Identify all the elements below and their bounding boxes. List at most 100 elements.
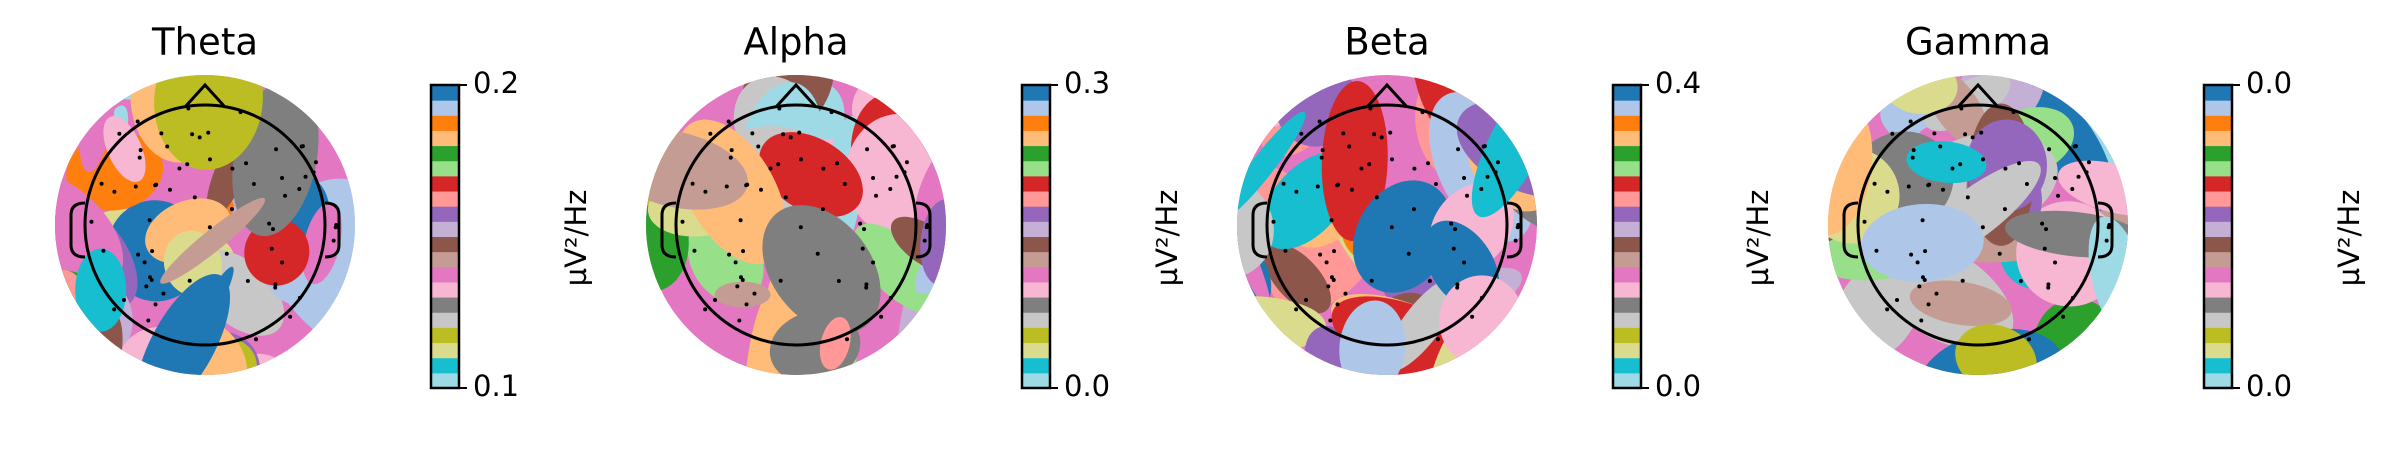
sensor xyxy=(724,184,729,189)
sensor xyxy=(798,225,803,230)
colorbar-segment xyxy=(1022,145,1050,162)
sensor xyxy=(744,302,749,307)
colorbar-segment xyxy=(1613,85,1641,101)
topo-region xyxy=(1955,324,2037,375)
sensor xyxy=(1369,278,1374,283)
nose xyxy=(1365,82,1409,109)
sensor xyxy=(1456,147,1461,152)
sensor xyxy=(167,187,172,192)
colorbar-segment xyxy=(1022,100,1050,116)
colorbar-segment xyxy=(431,206,459,222)
colorbar-segment xyxy=(1613,327,1641,344)
sensor xyxy=(2017,161,2022,166)
sensor xyxy=(303,174,308,179)
sensor xyxy=(192,195,197,200)
sensor xyxy=(2070,187,2075,192)
sensor xyxy=(1372,132,1377,137)
colorbar-frame xyxy=(2202,83,2234,390)
sensor xyxy=(254,337,259,342)
sensor xyxy=(1304,297,1309,302)
colorbar-segment xyxy=(1022,357,1050,374)
colorbar-segment xyxy=(431,312,459,328)
colorbar-segment xyxy=(431,281,459,298)
sensor xyxy=(1479,295,1484,300)
sensor xyxy=(797,130,802,135)
sensor xyxy=(1872,181,1877,186)
sensor xyxy=(1388,130,1393,135)
sensor xyxy=(297,295,302,300)
colorbar-segment xyxy=(1613,191,1641,207)
sensor xyxy=(879,314,884,319)
sensor xyxy=(1299,131,1304,136)
colorbar-segment xyxy=(2204,297,2232,313)
sensor xyxy=(1341,131,1346,136)
sensor xyxy=(229,207,234,212)
sensor xyxy=(150,249,155,254)
sensor xyxy=(1374,195,1379,200)
sensor xyxy=(1482,144,1487,149)
colorbar-segment xyxy=(431,145,459,162)
sensor xyxy=(750,131,755,136)
sensor xyxy=(99,181,104,186)
topo-map xyxy=(646,75,1009,375)
colorbar-segment xyxy=(1613,160,1641,177)
sensor xyxy=(835,161,840,166)
sensor xyxy=(186,106,191,111)
head-outline xyxy=(83,103,327,347)
colorbar-segment xyxy=(1022,327,1050,344)
colorbar-segment xyxy=(1022,130,1050,147)
colorbar-segment xyxy=(1613,100,1641,116)
colorbar-segment xyxy=(2204,130,2232,147)
colorbar-segment xyxy=(1613,342,1641,359)
sensor xyxy=(300,144,305,149)
sensor xyxy=(230,166,235,171)
topo-region xyxy=(302,202,342,285)
colorbar-segment xyxy=(1022,342,1050,359)
left-ear xyxy=(1842,201,1859,259)
right-ear xyxy=(2097,201,2114,259)
sensor xyxy=(1389,225,1394,230)
sensor xyxy=(244,161,249,166)
sensor xyxy=(1412,166,1417,171)
sensor xyxy=(1433,181,1438,186)
sensor xyxy=(768,166,773,171)
nose xyxy=(183,82,227,109)
sensor xyxy=(1515,225,1520,230)
colorbar-frame xyxy=(1611,83,1643,390)
colorbar-segment xyxy=(1613,115,1641,131)
topo-region xyxy=(1321,80,1388,242)
topo-map xyxy=(55,75,355,375)
sensor xyxy=(1979,130,1984,135)
sensor xyxy=(1335,302,1340,307)
sensor xyxy=(2070,295,2075,300)
sensor xyxy=(1885,307,1890,312)
colorbar-segment xyxy=(2204,160,2232,177)
sensor xyxy=(858,221,863,226)
panel: Theta 0.1 0.2 µV²/Hz xyxy=(55,21,593,403)
colorbar-segment xyxy=(1022,115,1050,131)
sensor xyxy=(1318,252,1323,257)
colorbar-segment xyxy=(431,221,459,237)
left-ear xyxy=(660,201,677,259)
sensor xyxy=(1885,189,1890,194)
sensor xyxy=(2106,225,2111,230)
topo-region xyxy=(1339,300,1406,375)
sensor xyxy=(297,187,302,192)
sensor xyxy=(740,278,745,283)
colorbar-segment xyxy=(1022,191,1050,207)
sensor xyxy=(185,162,190,167)
colorbar-segment xyxy=(2204,145,2232,162)
sensor xyxy=(1940,187,1945,192)
sensor xyxy=(924,225,929,230)
sensor xyxy=(2027,337,2032,342)
sensor xyxy=(703,189,708,194)
sensor xyxy=(690,181,695,186)
sensor xyxy=(2073,144,2078,149)
sensor xyxy=(864,285,869,290)
topo-region xyxy=(75,248,127,332)
topo-region xyxy=(945,234,1009,319)
colorbar-segment xyxy=(1613,175,1641,192)
sensor xyxy=(2056,193,2061,198)
sensor xyxy=(333,225,338,230)
panel-title: Alpha xyxy=(743,21,848,64)
